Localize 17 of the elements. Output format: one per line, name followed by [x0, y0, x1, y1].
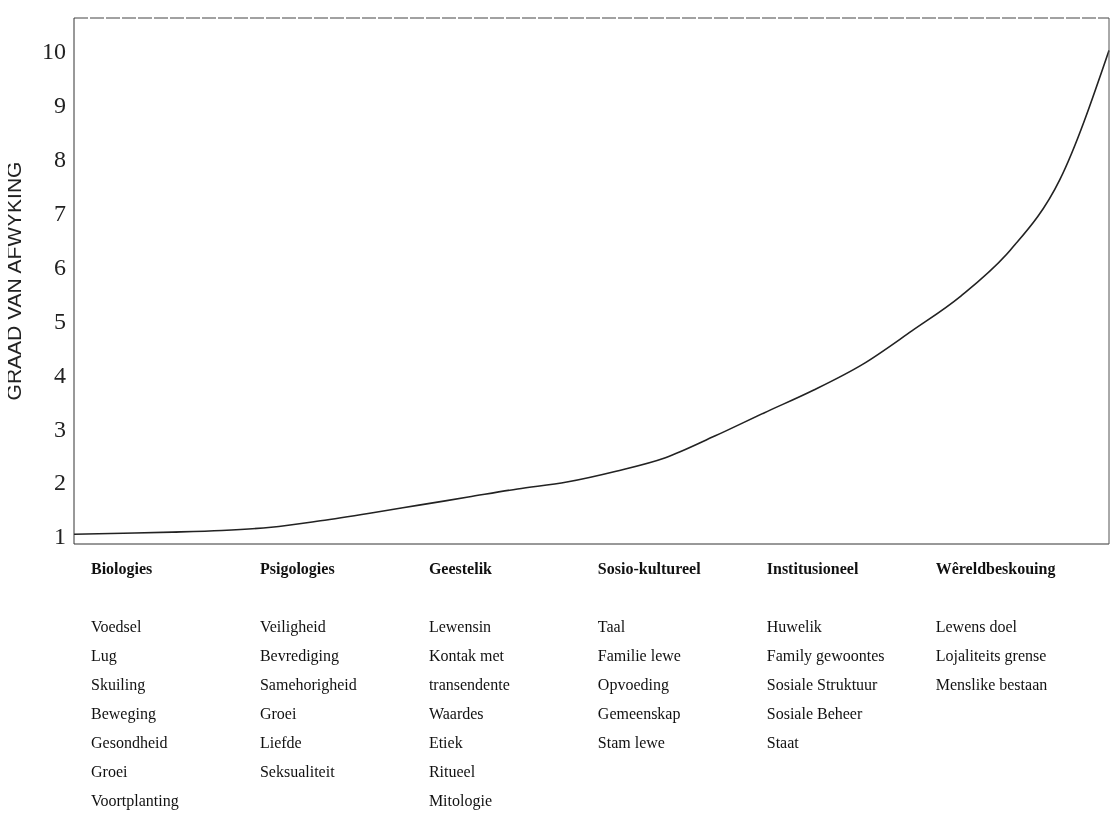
y-tick-label: 6 [54, 253, 66, 280]
text: Wêreldbeskouing Lewens doel Lojaliteits grense Menslike bestaan [935, 560, 1056, 693]
y-tick-label: 2 [54, 469, 66, 496]
text: Biologies Voedsel Lug Skuiling Beweging Gesondheid Groei Voortplanting [91, 560, 179, 809]
text: Psigologies Veiligheid Bevrediging Samehorigheid Groei Liefde Seksualiteit [259, 560, 357, 780]
y-tick-label: 5 [54, 307, 66, 334]
y-tick-label: 7 [54, 199, 66, 226]
text: Institusioneel Huwelik Family gewoontes Sosiale Struktuur Sosiale Beheer Staat [766, 560, 885, 751]
line-series [73, 49, 1110, 536]
y-tick-label: 4 [54, 361, 66, 388]
y-tick-label: 10 [42, 37, 66, 64]
y-tick-label: 3 [54, 415, 66, 442]
y-tick-label: 8 [54, 145, 66, 172]
y-tick-label: 9 [54, 91, 66, 118]
text: Sosio-kultureel Taal Familie lewe Opvoeding Gemeenskap Stam lewe [597, 560, 701, 751]
y-tick-label: 1 [54, 523, 66, 550]
text: Geestelik Lewensin Kontak met transendente Waardes Etiek Ritueel Mitologie [428, 560, 510, 809]
